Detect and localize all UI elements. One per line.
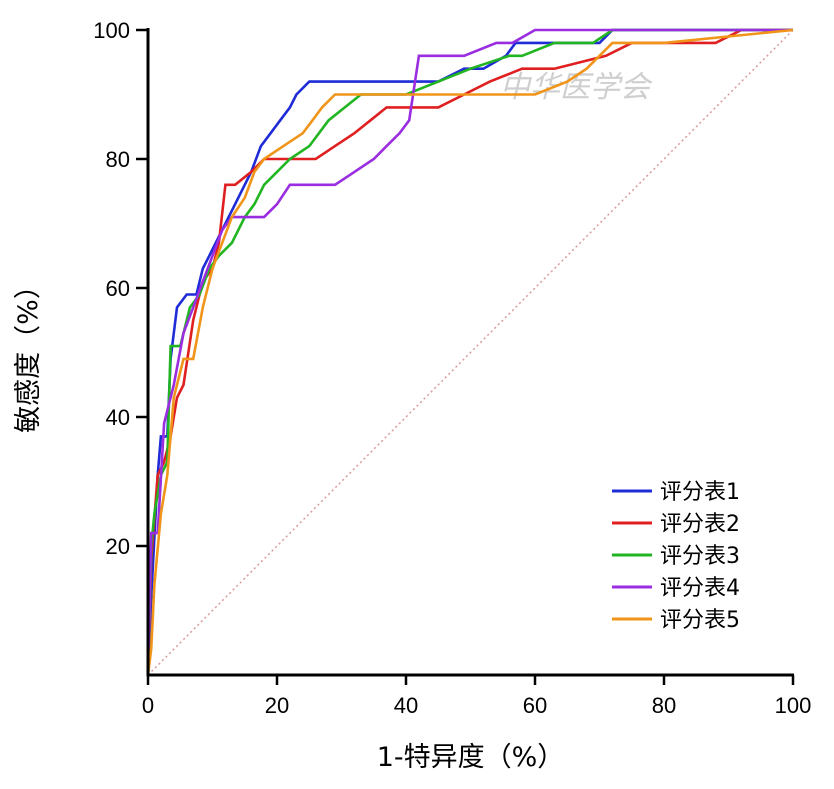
series-line-3 — [146, 28, 793, 676]
series-line-5 — [146, 28, 794, 676]
series-line-1 — [146, 28, 793, 676]
y-tick-label: 80 — [106, 147, 130, 172]
y-axis-title: 敏感度（%） — [13, 272, 44, 433]
y-tick-label: 60 — [106, 276, 130, 301]
x-tick-label: 100 — [775, 693, 812, 718]
x-tick-label: 60 — [523, 693, 547, 718]
legend-label-4: 评分表4 — [660, 576, 740, 601]
series-layer — [146, 28, 794, 676]
reference-line-layer — [147, 29, 794, 676]
legend-label-5: 评分表5 — [660, 608, 740, 633]
series-line-2 — [146, 28, 793, 676]
legend-label-3: 评分表3 — [660, 544, 740, 569]
y-tick-label: 40 — [106, 405, 130, 430]
reference-diagonal-line — [147, 29, 794, 676]
x-tick-label: 20 — [265, 693, 289, 718]
legend: 评分表1 评分表2 评分表3 评分表4 评分表5 — [612, 480, 740, 633]
series-line-4 — [146, 28, 793, 676]
y-tick-label: 100 — [93, 18, 130, 43]
tick-layer: 0 20 40 60 80 100 20 40 60 80 100 — [93, 18, 811, 718]
legend-label-2: 评分表2 — [660, 512, 740, 537]
x-tick-label: 40 — [394, 693, 418, 718]
x-axis-title: 1-特异度（%） — [377, 742, 565, 773]
x-tick-label: 80 — [652, 693, 676, 718]
y-tick-label: 20 — [106, 534, 130, 559]
legend-label-1: 评分表1 — [660, 480, 740, 505]
x-tick-label: 0 — [142, 693, 154, 718]
axes-layer — [146, 28, 794, 677]
